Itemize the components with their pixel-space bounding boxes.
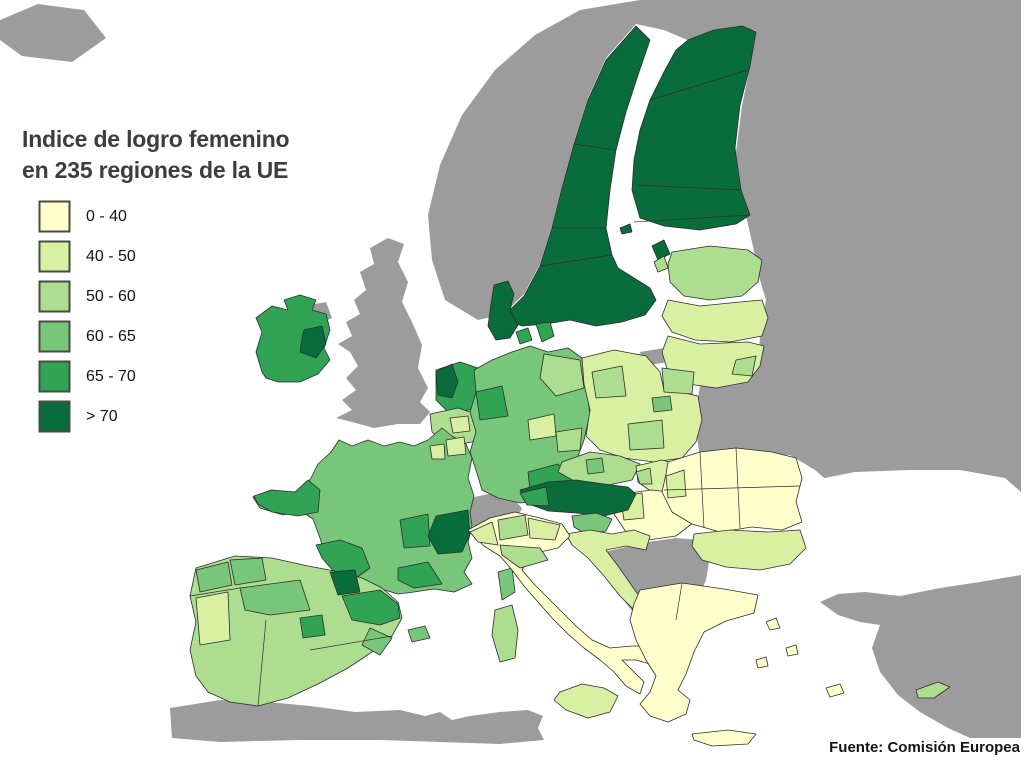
region-czechia-prague xyxy=(585,457,605,475)
region-spain-navarre xyxy=(329,569,361,596)
region-cyprus xyxy=(915,681,951,699)
region-poland-west xyxy=(591,365,627,399)
region-france-rhone-alpes xyxy=(427,509,471,555)
region-spain-castilla-leon xyxy=(239,579,311,616)
region-aegean-island-1 xyxy=(765,617,781,631)
region-corsica xyxy=(497,567,516,601)
region-russia-belarus-ukraine xyxy=(695,0,1021,555)
region-spain-valencia xyxy=(361,627,393,656)
legend-swatch-4-fill xyxy=(38,360,71,393)
legend-swatch-1 xyxy=(38,240,71,273)
region-poland-warsaw xyxy=(651,395,673,413)
region-aland xyxy=(619,223,633,235)
region-bulgaria xyxy=(691,529,807,571)
region-borders xyxy=(189,69,801,707)
legend-swatch-2 xyxy=(38,280,71,313)
region-italy-lombardy xyxy=(497,514,529,541)
region-crete xyxy=(691,729,757,747)
black-sea xyxy=(800,470,1021,606)
region-austria-tyrol xyxy=(519,486,550,507)
region-germany-saxony xyxy=(555,427,583,453)
region-portugal-north xyxy=(195,561,233,593)
region-netherlands-holland xyxy=(435,363,459,399)
region-slovenia xyxy=(571,512,613,535)
region-estonia-islands xyxy=(653,255,669,273)
legend-row-1: 40 - 50 xyxy=(38,240,136,273)
region-sardinia xyxy=(491,604,519,663)
region-croatia xyxy=(565,529,651,615)
region-poland-south xyxy=(627,419,665,451)
region-aegean-island-2 xyxy=(785,644,799,657)
legend-swatch-1-fill xyxy=(38,240,71,273)
region-italy-piedmont xyxy=(469,521,499,546)
region-spain-galicia xyxy=(229,557,267,586)
legend-label-4: 65 - 70 xyxy=(86,367,136,385)
region-slovakia-west xyxy=(635,467,653,485)
map-title-line2: en 235 regiones de la UE xyxy=(22,157,289,183)
legend-label-1: 40 - 50 xyxy=(86,247,136,265)
region-italy-emilia-tuscany xyxy=(499,544,549,569)
region-latvia xyxy=(661,299,769,343)
region-greece xyxy=(629,582,759,723)
region-rhodes xyxy=(825,683,845,698)
legend-label-5: > 70 xyxy=(86,407,118,425)
region-denmark-jutland xyxy=(487,280,519,341)
legend-label-0: 0 - 40 xyxy=(86,207,127,225)
region-spain-madrid xyxy=(299,614,326,639)
legend-swatch-0 xyxy=(38,200,71,233)
legend-swatch-5-fill xyxy=(38,400,71,433)
region-italy-veneto xyxy=(527,517,561,541)
region-great-britain xyxy=(336,238,430,428)
region-france-languedoc xyxy=(397,561,443,589)
legend-swatch-4 xyxy=(38,360,71,393)
source-credit: Fuente: Comisión Europea xyxy=(829,739,1020,756)
legend-label-3: 60 - 65 xyxy=(86,327,136,345)
region-ireland-dublin xyxy=(299,325,327,359)
region-turkey xyxy=(820,575,1021,738)
region-estonia xyxy=(667,245,763,301)
region-spain-aragon-catalonia xyxy=(341,589,401,626)
region-belgium-center xyxy=(449,415,471,434)
region-gotland xyxy=(651,239,671,261)
region-balearics xyxy=(407,625,431,643)
region-lithuania-vilnius xyxy=(731,355,757,377)
legend-row-3: 60 - 65 xyxy=(38,320,136,353)
legend-swatch-3-fill xyxy=(38,320,71,353)
region-denmark-zealand xyxy=(535,321,555,343)
legend-row-4: 65 - 70 xyxy=(38,360,136,393)
region-aegean-island-3 xyxy=(755,656,769,669)
region-germany-northeast xyxy=(539,353,585,397)
region-austria xyxy=(519,479,637,517)
region-france-brittany-loire xyxy=(253,479,321,517)
legend-swatch-0-fill xyxy=(38,200,71,233)
legend-swatch-2-fill xyxy=(38,280,71,313)
region-norway xyxy=(428,0,770,320)
legend-row-2: 50 - 60 xyxy=(38,280,136,313)
region-denmark-funen xyxy=(515,327,533,345)
legend-swatch-3 xyxy=(38,320,71,353)
legend-row-5: > 70 xyxy=(38,400,136,433)
region-poland-northeast xyxy=(661,367,695,395)
legend-swatch-5 xyxy=(38,400,71,433)
map-title-line1: Indice de logro femenino xyxy=(22,126,290,152)
region-sweden xyxy=(503,25,657,327)
region-romania xyxy=(661,447,803,533)
region-portugal-center xyxy=(195,591,231,646)
legend: 0 - 40 40 - 50 50 - 60 60 - 65 65 - 70 xyxy=(38,200,136,440)
region-iceland xyxy=(0,4,106,62)
region-germany-northwest xyxy=(475,385,509,421)
region-france-auvergne xyxy=(399,513,431,549)
region-france-northeast-pale xyxy=(445,436,467,457)
region-sicily xyxy=(553,683,619,719)
region-france-champagne-pale xyxy=(429,443,446,460)
legend-row-0: 0 - 40 xyxy=(38,200,136,233)
region-ireland xyxy=(255,294,331,383)
region-france-aquitaine xyxy=(315,539,371,579)
legend-label-2: 50 - 60 xyxy=(86,287,136,305)
region-romania-west xyxy=(665,469,687,499)
map-title: Indice de logro femenino en 235 regiones… xyxy=(22,124,290,186)
region-north-africa xyxy=(170,700,544,744)
